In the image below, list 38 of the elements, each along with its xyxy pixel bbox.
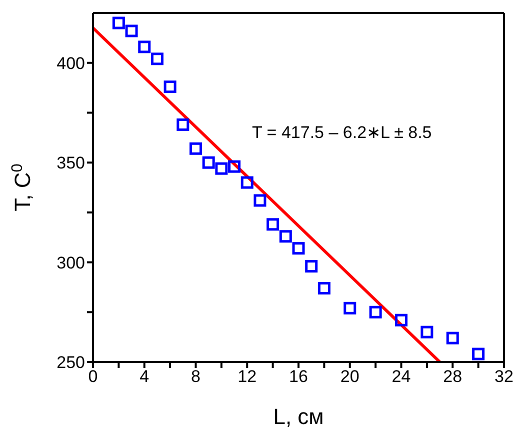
y-tick-label: 350 <box>56 154 85 173</box>
y-tick-label: 300 <box>56 253 85 272</box>
point <box>318 282 330 294</box>
point <box>344 302 356 314</box>
point <box>125 24 138 38</box>
annotation: T = 417.5 – 6.2∗L ± 8.5 <box>252 122 432 143</box>
x-tick-label: 0 <box>88 367 98 386</box>
y-tick-label: 400 <box>56 54 85 73</box>
x-tick-label: 4 <box>140 367 150 386</box>
x-axis-title: L, см <box>273 404 324 429</box>
point <box>228 160 241 173</box>
point <box>369 306 382 318</box>
point <box>215 162 228 175</box>
point <box>292 242 305 255</box>
point <box>472 348 485 360</box>
x-tick-label: 20 <box>340 367 360 386</box>
point <box>420 326 434 338</box>
y-tick-label: 250 <box>56 353 85 372</box>
x-tick-label: 12 <box>238 367 257 386</box>
point <box>112 16 125 30</box>
point <box>190 142 202 155</box>
point <box>305 260 318 273</box>
point <box>240 176 254 189</box>
point <box>279 230 292 243</box>
point <box>266 218 280 231</box>
point <box>176 118 190 131</box>
point <box>202 156 215 169</box>
point <box>150 52 164 66</box>
x-tick-label: 8 <box>191 367 200 386</box>
x-tick-label: 16 <box>289 367 308 386</box>
x-tick-label: 28 <box>443 367 462 386</box>
point <box>446 332 459 344</box>
x-tick-label: 24 <box>392 367 411 386</box>
x-tick-label: 32 <box>494 367 514 386</box>
point <box>164 80 176 94</box>
point <box>395 314 408 326</box>
point <box>138 40 151 54</box>
point <box>254 194 266 207</box>
